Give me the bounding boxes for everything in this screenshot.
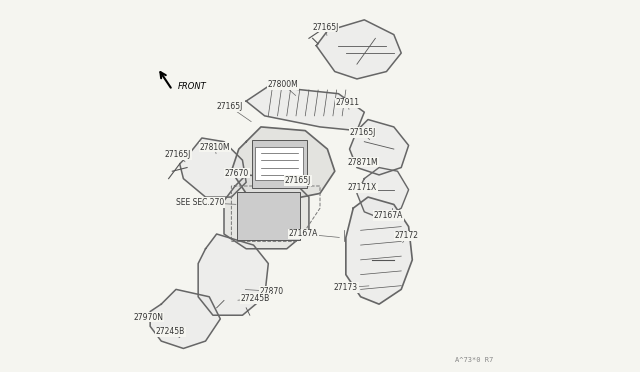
Text: 27165J: 27165J	[312, 23, 339, 32]
FancyBboxPatch shape	[255, 147, 303, 180]
Text: 27173: 27173	[334, 283, 358, 292]
Polygon shape	[246, 86, 364, 131]
Text: 27870: 27870	[260, 287, 284, 296]
Text: A^73*0 R7: A^73*0 R7	[455, 357, 493, 363]
Polygon shape	[349, 119, 408, 175]
Polygon shape	[316, 20, 401, 79]
Text: 27245B: 27245B	[241, 294, 270, 303]
Text: FRONT: FRONT	[178, 82, 207, 91]
Polygon shape	[346, 197, 412, 304]
Text: 27167A: 27167A	[289, 230, 318, 238]
Polygon shape	[150, 289, 220, 349]
Text: 27172: 27172	[395, 231, 419, 240]
Text: 27165J: 27165J	[285, 176, 311, 185]
Text: 27165J: 27165J	[349, 128, 376, 137]
Text: 27670: 27670	[225, 169, 249, 177]
Text: 27800M: 27800M	[268, 80, 298, 89]
Text: 27970N: 27970N	[133, 312, 163, 321]
Text: SEE SEC.270: SEE SEC.270	[176, 198, 224, 207]
Polygon shape	[180, 138, 246, 197]
Text: 27165J: 27165J	[164, 150, 191, 159]
FancyBboxPatch shape	[252, 140, 307, 188]
Text: 27245B: 27245B	[156, 327, 185, 336]
FancyBboxPatch shape	[237, 192, 300, 240]
Text: 27871M: 27871M	[347, 157, 378, 167]
Polygon shape	[198, 234, 268, 315]
Text: 27165J: 27165J	[216, 102, 243, 111]
Polygon shape	[232, 127, 335, 201]
Text: 27171X: 27171X	[348, 183, 377, 192]
Polygon shape	[224, 175, 309, 249]
Text: 27167A: 27167A	[374, 211, 403, 220]
Polygon shape	[357, 167, 408, 219]
Text: 27911: 27911	[336, 99, 360, 108]
Text: 27810M: 27810M	[200, 143, 230, 152]
